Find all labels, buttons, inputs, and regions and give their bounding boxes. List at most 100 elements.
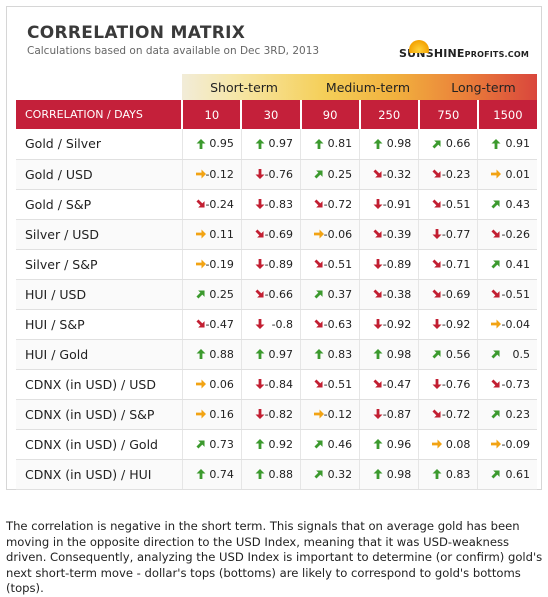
- correlation-value: -0.92: [382, 317, 412, 331]
- correlation-cell: 0.66: [418, 129, 479, 160]
- pair-label: Gold / Silver: [16, 129, 183, 160]
- correlation-value: -0.19: [205, 257, 234, 271]
- correlation-value: -0.77: [441, 227, 471, 241]
- correlation-cell: -0.04: [477, 309, 537, 340]
- correlation-value: 0.91: [505, 137, 531, 151]
- arrow-down-icon: [255, 319, 265, 329]
- arrow-right-icon: [195, 259, 206, 269]
- correlation-value: 0.97: [268, 137, 294, 151]
- correlation-value: 0.74: [209, 467, 234, 481]
- correlation-cell: 0.25: [182, 279, 242, 310]
- correlation-value: 0.95: [209, 137, 234, 151]
- arrow-up-right-icon: [432, 349, 442, 359]
- arrow-right-icon: [195, 229, 206, 239]
- correlation-value: 0.46: [327, 437, 353, 451]
- correlation-value: -0.06: [323, 227, 353, 241]
- correlation-value: -0.8: [271, 317, 294, 331]
- arrow-down-right-icon: [432, 289, 442, 299]
- arrow-up-right-icon: [432, 139, 442, 149]
- table-row: CDNX (in USD) / Gold 0.73 0.92 0.46 0.96 0.08…: [16, 429, 537, 460]
- arrow-down-right-icon: [255, 229, 265, 239]
- correlation-value: -0.83: [264, 197, 294, 211]
- correlation-value: -0.39: [382, 227, 412, 241]
- correlation-value: 0.16: [209, 407, 234, 421]
- arrow-down-icon: [432, 379, 442, 389]
- correlation-cell: 0.81: [300, 129, 361, 160]
- pair-label: HUI / S&P: [16, 309, 183, 340]
- column-header-days: 250: [359, 100, 420, 129]
- table-row: HUI / USD 0.25 -0.66 0.37 -0.38 -0.69 -0.51: [16, 279, 537, 310]
- arrow-down-right-icon: [196, 199, 206, 209]
- correlation-value: -0.71: [441, 257, 471, 271]
- arrow-up-icon: [373, 439, 383, 449]
- correlation-cell: 0.11: [182, 219, 242, 250]
- correlation-value: -0.87: [382, 407, 412, 421]
- arrow-down-icon: [255, 259, 265, 269]
- correlation-cell: -0.91: [359, 189, 420, 220]
- correlation-value: -0.32: [382, 167, 412, 181]
- correlation-cell: -0.39: [359, 219, 420, 250]
- correlation-cell: -0.83: [241, 189, 302, 220]
- pair-label: CDNX (in USD) / Gold: [16, 429, 183, 460]
- correlation-cell: -0.77: [418, 219, 479, 250]
- correlation-value: 0.97: [268, 347, 294, 361]
- arrow-up-right-icon: [491, 409, 501, 419]
- term-medium: Medium-term: [325, 79, 411, 95]
- correlation-value: 0.01: [505, 167, 531, 181]
- arrow-up-right-icon: [314, 289, 324, 299]
- correlation-value: 0.5: [512, 347, 531, 361]
- correlation-cell: -0.84: [241, 369, 302, 400]
- correlation-value: -0.12: [205, 167, 234, 181]
- arrow-up-right-icon: [491, 349, 501, 359]
- correlation-cell: -0.89: [359, 249, 420, 280]
- arrow-down-right-icon: [314, 379, 324, 389]
- correlation-value: -0.04: [501, 317, 530, 331]
- correlation-cell: 0.74: [182, 459, 242, 490]
- correlation-cell: -0.38: [359, 279, 420, 310]
- correlation-value: -0.26: [501, 227, 530, 241]
- correlation-cell: 0.96: [359, 429, 420, 460]
- correlation-cell: -0.72: [300, 189, 361, 220]
- correlation-cell: -0.09: [477, 429, 537, 460]
- correlation-value: 0.92: [268, 437, 294, 451]
- arrow-up-icon: [432, 469, 442, 479]
- correlation-cell: -0.92: [359, 309, 420, 340]
- correlation-cell: 0.95: [182, 129, 242, 160]
- correlation-cell: 0.98: [359, 129, 420, 160]
- arrow-up-right-icon: [491, 199, 501, 209]
- correlation-value: 0.23: [505, 407, 531, 421]
- correlation-value: -0.38: [382, 287, 412, 301]
- arrow-up-icon: [314, 138, 324, 149]
- correlation-value: 0.96: [386, 437, 412, 451]
- arrow-down-right-icon: [373, 379, 383, 389]
- arrow-up-icon: [491, 138, 501, 149]
- arrow-right-icon: [195, 379, 206, 389]
- arrow-up-icon: [373, 138, 383, 149]
- correlation-cell: -0.72: [418, 399, 479, 430]
- column-header-days: 30: [241, 100, 302, 129]
- arrow-up-right-icon: [314, 439, 324, 449]
- correlation-cell: -0.47: [182, 309, 242, 340]
- arrow-up-right-icon: [314, 469, 324, 479]
- correlation-cell: 0.23: [477, 399, 537, 430]
- correlation-value: 0.08: [445, 437, 471, 451]
- correlation-cell: 0.83: [418, 459, 479, 490]
- arrow-down-icon: [255, 199, 265, 209]
- correlation-cell: 0.56: [418, 339, 479, 370]
- arrow-down-right-icon: [255, 289, 265, 299]
- table-row: Gold / Silver 0.95 0.97 0.81 0.98 0.66 0.91: [16, 129, 537, 160]
- correlation-cell: -0.69: [418, 279, 479, 310]
- correlation-cell: -0.71: [418, 249, 479, 280]
- correlation-value: 0.88: [209, 347, 234, 361]
- correlation-value: 0.98: [386, 467, 412, 481]
- arrow-down-right-icon: [314, 199, 324, 209]
- footer-commentary: The correlation is negative in the short…: [6, 519, 543, 596]
- sunshine-profits-logo[interactable]: SUNSHINEPROFITS.COM: [399, 40, 529, 61]
- correlation-value: -0.89: [382, 257, 412, 271]
- logo-suffix-text: PROFITS.COM: [464, 49, 529, 59]
- correlation-cell: -0.06: [300, 219, 361, 250]
- correlation-value: -0.63: [323, 317, 353, 331]
- pair-label: CDNX (in USD) / HUI: [16, 459, 183, 490]
- arrow-right-icon: [314, 409, 325, 419]
- pair-label: HUI / Gold: [16, 339, 183, 370]
